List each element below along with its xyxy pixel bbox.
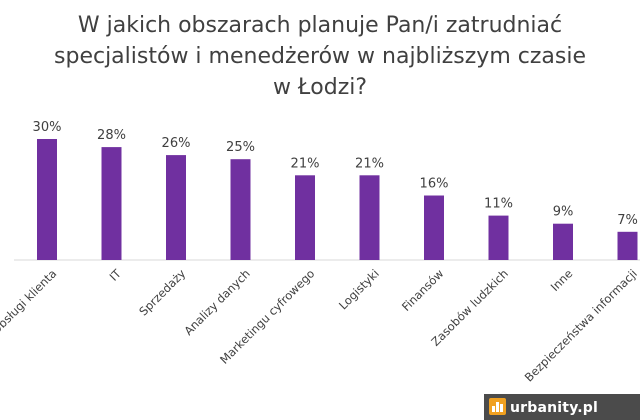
data-label: 7% [617,213,638,228]
bar [37,139,57,260]
chart-title: W jakich obszarach planuje Pan/i zatrudn… [54,13,586,100]
watermark-background [484,394,640,420]
category-label: Sprzedaży [136,266,188,318]
data-label: 21% [291,156,320,171]
chart-title-line-3: w Łodzi? [273,75,367,100]
bar [230,159,251,260]
watermark: urbanity.pl [484,394,640,420]
chart-title-line-2: specjalistów i menedżerów w najbliższym … [54,44,586,69]
data-label: 26% [162,136,191,151]
data-label: 30% [33,120,62,135]
data-label: 11% [484,197,513,212]
data-label: 9% [553,205,574,220]
bar [553,223,573,260]
data-label: 25% [226,140,255,155]
category-label: Inne [548,266,576,294]
data-label: 16% [420,177,449,192]
bar [359,175,380,260]
watermark-text: urbanity.pl [510,400,598,416]
category-label: Finansów [399,266,446,313]
bar [101,147,122,260]
bar [617,231,638,260]
data-label: 21% [355,156,384,171]
category-label: IT [107,266,125,284]
bar [424,195,444,260]
urbanity-logo-icon [489,398,506,415]
bar [295,175,315,260]
category-label: Analizy danych [181,266,253,338]
data-label: 28% [97,128,126,143]
bar [166,155,186,260]
category-label: Logistyki [336,266,382,312]
category-label: Obsługi klienta [0,266,59,337]
category-label: Bezpieczeństwa informacji [522,266,640,384]
chart-title-line-1: W jakich obszarach planuje Pan/i zatrudn… [78,13,562,38]
bar-series [37,139,638,260]
bar [488,215,509,260]
data-labels: 30% 28% 26% 25% 21% 21% 16% 11% 9% 7% [33,120,638,228]
